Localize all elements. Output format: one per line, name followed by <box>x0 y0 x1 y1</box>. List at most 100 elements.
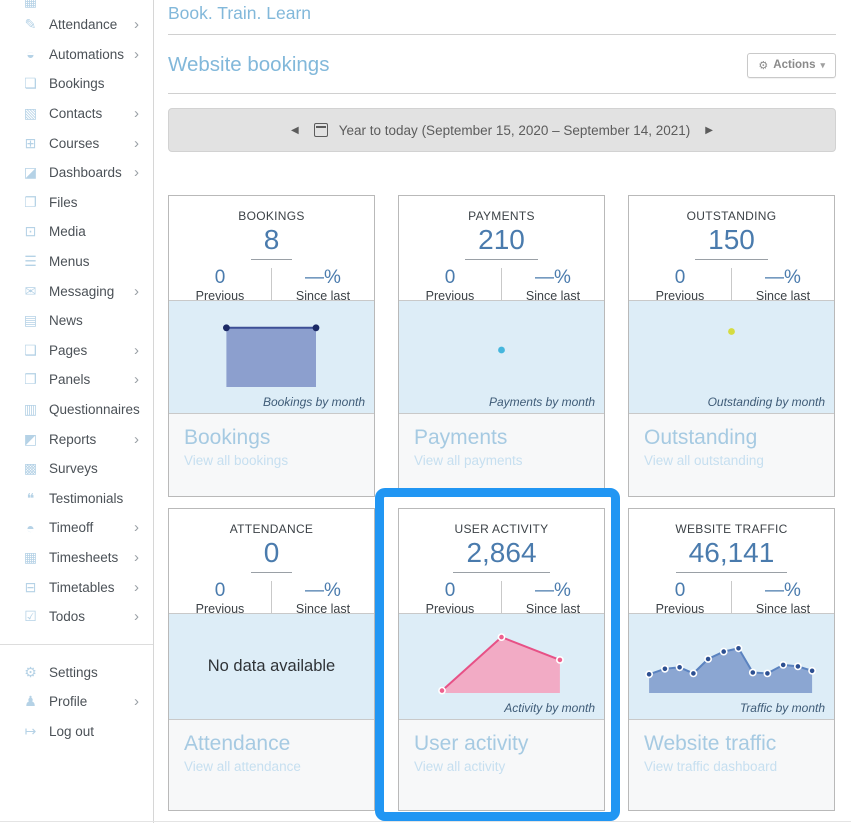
card-chart-area: Traffic by month <box>629 613 834 720</box>
card-label: WEBSITE TRAFFIC <box>675 522 788 536</box>
chevron-right-icon: › <box>134 578 139 596</box>
card-change-label: Since last <box>755 601 811 616</box>
sidebar-item-partial[interactable]: ▦ <box>0 0 153 10</box>
bar-chart-icon: ◪ <box>23 164 38 181</box>
timetable-icon: ⊟ <box>24 578 37 595</box>
card-link-title[interactable]: Attendance <box>184 732 291 755</box>
card-change-label: Since last <box>295 601 351 616</box>
sidebar-item-label: Questionnaires <box>49 402 140 418</box>
card-link-subtitle[interactable]: View all bookings <box>184 453 289 469</box>
sidebar-item-messaging[interactable]: ✉ Messaging › <box>0 276 153 306</box>
sidebar-item-label: Reports <box>49 431 97 447</box>
newspaper-icon: ▤ <box>23 312 38 329</box>
card-link-subtitle[interactable]: View all payments <box>414 453 523 469</box>
sidebar-item-media[interactable]: ⊡ Media <box>0 217 153 247</box>
sidebar-item-panels[interactable]: ❒ Panels › <box>0 365 153 395</box>
card-change-value: —% <box>305 266 341 288</box>
sidebar-item-courses[interactable]: ⊞ Courses › <box>0 128 153 158</box>
stat-cards-grid: BOOKINGS 8 0 Previous —% Since last Book… <box>168 195 836 811</box>
card-link-subtitle[interactable]: View all attendance <box>184 759 301 775</box>
card-link-title[interactable]: Bookings <box>184 426 271 449</box>
chart-caption: Activity by month <box>504 701 595 715</box>
sidebar-item-settings[interactable]: ⚙ Settings <box>0 657 153 687</box>
sidebar-item-label: Contacts <box>49 106 103 122</box>
card-link-title[interactable]: User activity <box>414 732 529 755</box>
card-value: 46,141 <box>629 537 834 573</box>
sidebar-item-profile[interactable]: ♟ Profile › <box>0 687 153 717</box>
card-bookings: BOOKINGS 8 0 Previous —% Since last Book… <box>168 195 375 497</box>
chart-caption: Traffic by month <box>739 701 825 715</box>
chevron-right-icon: › <box>134 371 139 389</box>
card-chart-area: Activity by month <box>399 613 604 720</box>
prev-arrow-icon[interactable]: ◀ <box>291 124 299 136</box>
sidebar-item-surveys[interactable]: ▩ Surveys <box>0 454 153 484</box>
sidebar-item-automations[interactable]: ◒ Automations › <box>0 40 153 70</box>
bell-icon: ◒ <box>26 46 35 63</box>
card-previous-label: Previous <box>195 601 245 616</box>
date-range-bar[interactable]: ◀ Year to today (September 15, 2020 – Se… <box>168 108 836 152</box>
sidebar-divider <box>0 644 153 646</box>
next-arrow-icon[interactable]: ▶ <box>705 124 713 136</box>
sidebar-item-testimonials[interactable]: ❝ Testimonials <box>0 484 153 514</box>
sidebar-item-label: Menus <box>49 254 90 270</box>
card-link-subtitle[interactable]: View traffic dashboard <box>644 759 778 775</box>
card-label: USER ACTIVITY <box>454 522 549 536</box>
sidebar-item-timeoff[interactable]: ◓ Timeoff › <box>0 513 153 543</box>
sidebar-item-contacts[interactable]: ▧ Contacts › <box>0 99 153 129</box>
sidebar-item-attendance[interactable]: ✎ Attendance › <box>0 10 153 40</box>
divider <box>168 34 836 35</box>
mini-chart <box>645 644 816 693</box>
card-link-title[interactable]: Outstanding <box>644 426 758 449</box>
sidebar-item-label: Log out <box>49 723 95 739</box>
card-change-value: —% <box>535 266 571 288</box>
sidebar-item-label: Courses <box>49 135 100 151</box>
card-change-value: —% <box>765 579 801 601</box>
clock-icon: ◓ <box>26 519 35 536</box>
sidebar-item-bookings[interactable]: ❏ Bookings <box>0 69 153 99</box>
card-value: 2,864 <box>399 537 604 573</box>
user-icon: ♟ <box>24 693 37 710</box>
sidebar-item-files[interactable]: ❐ Files <box>0 188 153 218</box>
actions-button[interactable]: ⚙ Actions ▾ <box>747 52 836 78</box>
mini-chart <box>438 633 564 695</box>
card-link-subtitle[interactable]: View all activity <box>414 759 506 775</box>
monitor-icon: ⊡ <box>24 223 37 240</box>
chevron-right-icon: › <box>134 519 139 537</box>
sidebar-item-reports[interactable]: ◩ Reports › <box>0 424 153 454</box>
chevron-right-icon: › <box>134 430 139 448</box>
sidebar-item-menus[interactable]: ☰ Menus <box>0 247 153 277</box>
card-link-subtitle[interactable]: View all outstanding <box>644 453 764 469</box>
chevron-right-icon: › <box>134 548 139 566</box>
sidebar-item-news[interactable]: ▤ News <box>0 306 153 336</box>
sidebar-item-timesheets[interactable]: ▦ Timesheets › <box>0 543 153 573</box>
sidebar-item-label: Todos <box>49 609 86 625</box>
menu-lines-icon: ☰ <box>24 253 37 270</box>
card-link-title[interactable]: Payments <box>414 426 508 449</box>
timesheet-icon: ▦ <box>23 548 38 565</box>
card-link-title[interactable]: Website traffic <box>644 732 777 755</box>
sidebar-item-pages[interactable]: ❑ Pages › <box>0 336 153 366</box>
card-previous-value: 0 <box>444 579 456 601</box>
sidebar-item-todos[interactable]: ☑ Todos › <box>0 602 153 632</box>
sidebar-item-label: Timeoff <box>49 520 94 536</box>
mini-chart <box>498 346 505 354</box>
card-previous-label: Previous <box>425 288 475 303</box>
report-chart-icon: ◩ <box>23 430 38 447</box>
sidebar-item-timetables[interactable]: ⊟ Timetables › <box>0 572 153 602</box>
sidebar-item-logout[interactable]: ↦ Log out <box>0 717 153 747</box>
sidebar-item-dashboards[interactable]: ◪ Dashboards › <box>0 158 153 188</box>
sidebar-item-questionnaires[interactable]: ▥ Questionnaires <box>0 395 153 425</box>
card-change-label: Since last <box>295 288 351 303</box>
sidebar-item-label: Messaging <box>49 283 115 299</box>
card-label: PAYMENTS <box>468 209 535 223</box>
sidebar-item-label: Surveys <box>49 461 98 477</box>
gear-icon: ⚙ <box>24 663 37 680</box>
card-chart-area: Payments by month <box>399 300 604 414</box>
sidebar-item-label: Pages <box>49 342 88 358</box>
section-header: Website bookings ⚙ Actions ▾ <box>168 47 836 83</box>
card-previous-value: 0 <box>214 579 226 601</box>
card-value: 150 <box>629 224 834 260</box>
grid-icon: ▦ <box>23 0 38 9</box>
card-chart-area: No data available <box>169 613 374 720</box>
chevron-right-icon: › <box>134 45 139 63</box>
